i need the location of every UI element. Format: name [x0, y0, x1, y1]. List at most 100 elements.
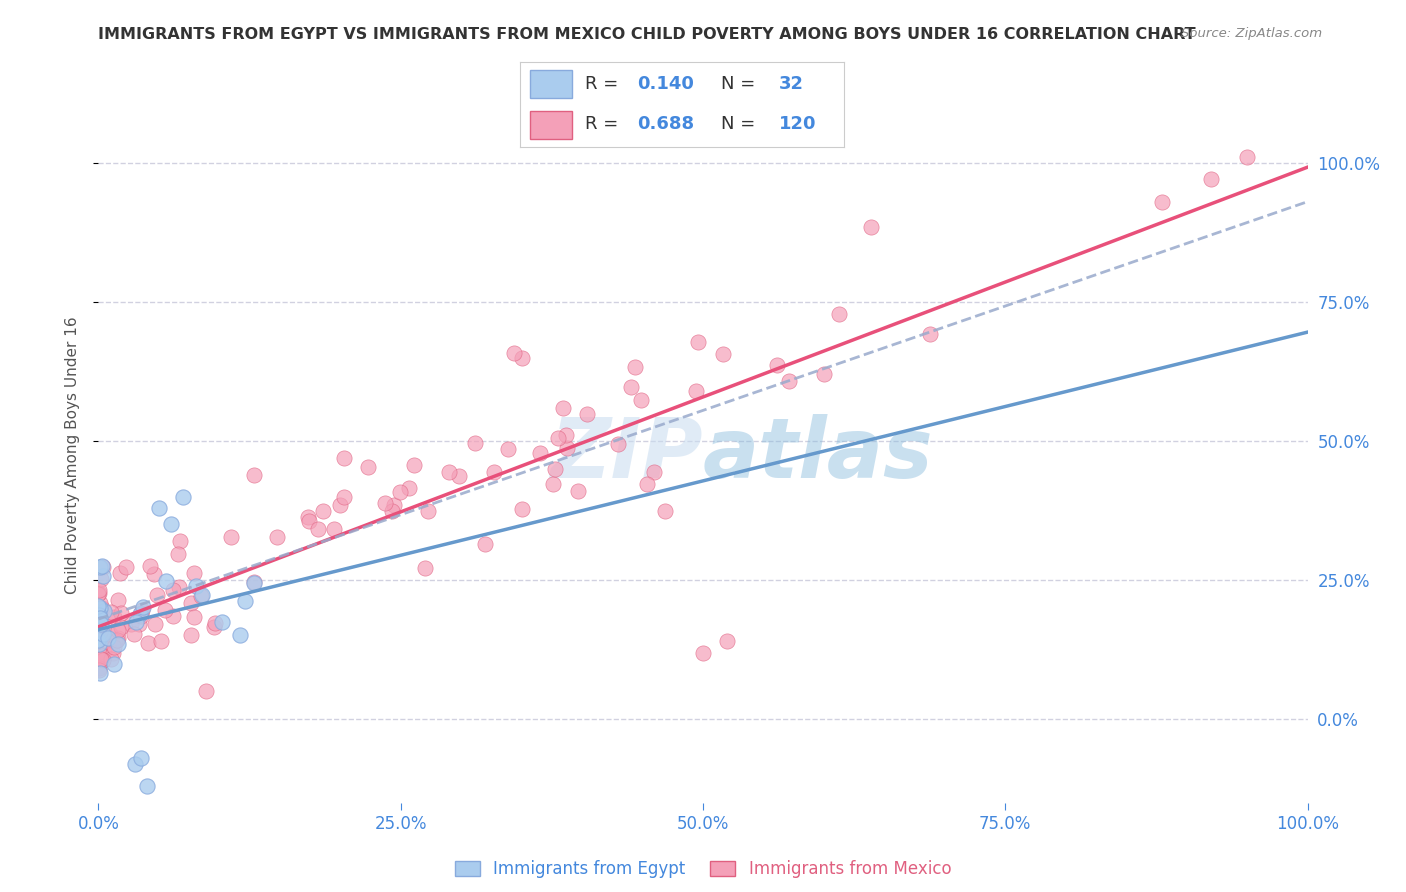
- Point: [91, 648, 114, 663]
- Point: [413, 561, 436, 575]
- Point: [87, 587, 110, 601]
- Point: [510, 351, 533, 365]
- Point: [89, 664, 111, 678]
- Point: [381, 504, 404, 518]
- Point: [89, 601, 111, 615]
- Point: [128, 607, 150, 621]
- Point: [107, 631, 129, 645]
- Point: [529, 446, 551, 460]
- Point: [114, 559, 136, 574]
- Point: [162, 582, 184, 597]
- FancyBboxPatch shape: [530, 70, 572, 98]
- Point: [136, 635, 159, 649]
- Point: [89, 665, 111, 680]
- Point: [87, 623, 110, 637]
- Text: N =: N =: [721, 115, 761, 133]
- Point: [219, 530, 242, 544]
- Point: [160, 517, 183, 532]
- Point: [107, 637, 129, 651]
- Point: [195, 684, 218, 698]
- Point: [547, 431, 569, 445]
- Point: [90, 572, 112, 586]
- Point: [643, 465, 665, 479]
- Point: [553, 401, 575, 415]
- Point: [105, 632, 128, 647]
- Point: [439, 465, 461, 479]
- Text: IMMIGRANTS FROM EGYPT VS IMMIGRANTS FROM MEXICO CHILD POVERTY AMONG BOYS UNDER 1: IMMIGRANTS FROM EGYPT VS IMMIGRANTS FROM…: [98, 27, 1197, 42]
- Point: [243, 576, 266, 591]
- Point: [98, 627, 121, 641]
- Point: [91, 653, 114, 667]
- Point: [685, 384, 707, 399]
- Point: [544, 461, 567, 475]
- Point: [554, 428, 576, 442]
- Point: [607, 436, 630, 450]
- Point: [828, 308, 851, 322]
- Text: 0.688: 0.688: [637, 115, 693, 133]
- Point: [620, 380, 643, 394]
- Point: [167, 580, 190, 594]
- Point: [93, 645, 115, 659]
- Point: [125, 615, 148, 630]
- Point: [384, 499, 406, 513]
- Point: [89, 611, 111, 625]
- Point: [242, 574, 264, 589]
- Point: [180, 596, 202, 610]
- Point: [129, 608, 152, 623]
- Point: [90, 616, 112, 631]
- Point: [97, 631, 120, 645]
- Point: [103, 610, 125, 624]
- Point: [87, 599, 110, 613]
- Point: [142, 566, 165, 581]
- FancyBboxPatch shape: [530, 111, 572, 139]
- Point: [143, 616, 166, 631]
- Point: [357, 460, 380, 475]
- Point: [172, 490, 194, 504]
- Point: [447, 469, 470, 483]
- Point: [155, 574, 177, 588]
- Point: [100, 605, 122, 619]
- Point: [183, 566, 205, 580]
- Point: [555, 441, 578, 455]
- Point: [389, 485, 412, 500]
- Point: [162, 609, 184, 624]
- Point: [686, 334, 709, 349]
- Point: [104, 634, 127, 648]
- Text: atlas: atlas: [703, 415, 934, 495]
- Text: N =: N =: [721, 75, 761, 93]
- Point: [110, 620, 132, 634]
- Point: [103, 640, 125, 655]
- Point: [91, 569, 114, 583]
- Point: [211, 615, 233, 629]
- Point: [107, 592, 129, 607]
- Point: [89, 596, 111, 610]
- Point: [333, 491, 356, 505]
- Point: [307, 522, 329, 536]
- Point: [90, 648, 112, 663]
- Point: [87, 632, 110, 647]
- Point: [128, 617, 150, 632]
- Point: [229, 627, 252, 641]
- Point: [474, 537, 496, 551]
- Point: [297, 510, 319, 524]
- Text: ZIP: ZIP: [550, 415, 703, 495]
- Point: [778, 374, 800, 388]
- Point: [120, 617, 142, 632]
- Text: 32: 32: [779, 75, 804, 93]
- Point: [298, 514, 321, 528]
- Point: [183, 610, 205, 624]
- Text: 0.140: 0.140: [637, 75, 693, 93]
- Point: [202, 620, 225, 634]
- Point: [89, 560, 111, 574]
- Point: [630, 393, 652, 408]
- Point: [87, 661, 110, 675]
- Point: [654, 504, 676, 518]
- Point: [418, 504, 440, 518]
- Point: [96, 634, 118, 648]
- Point: [624, 360, 647, 375]
- Point: [575, 408, 598, 422]
- Text: R =: R =: [585, 115, 624, 133]
- Text: Source: ZipAtlas.com: Source: ZipAtlas.com: [1181, 27, 1322, 40]
- Point: [101, 646, 124, 660]
- Point: [1236, 150, 1258, 164]
